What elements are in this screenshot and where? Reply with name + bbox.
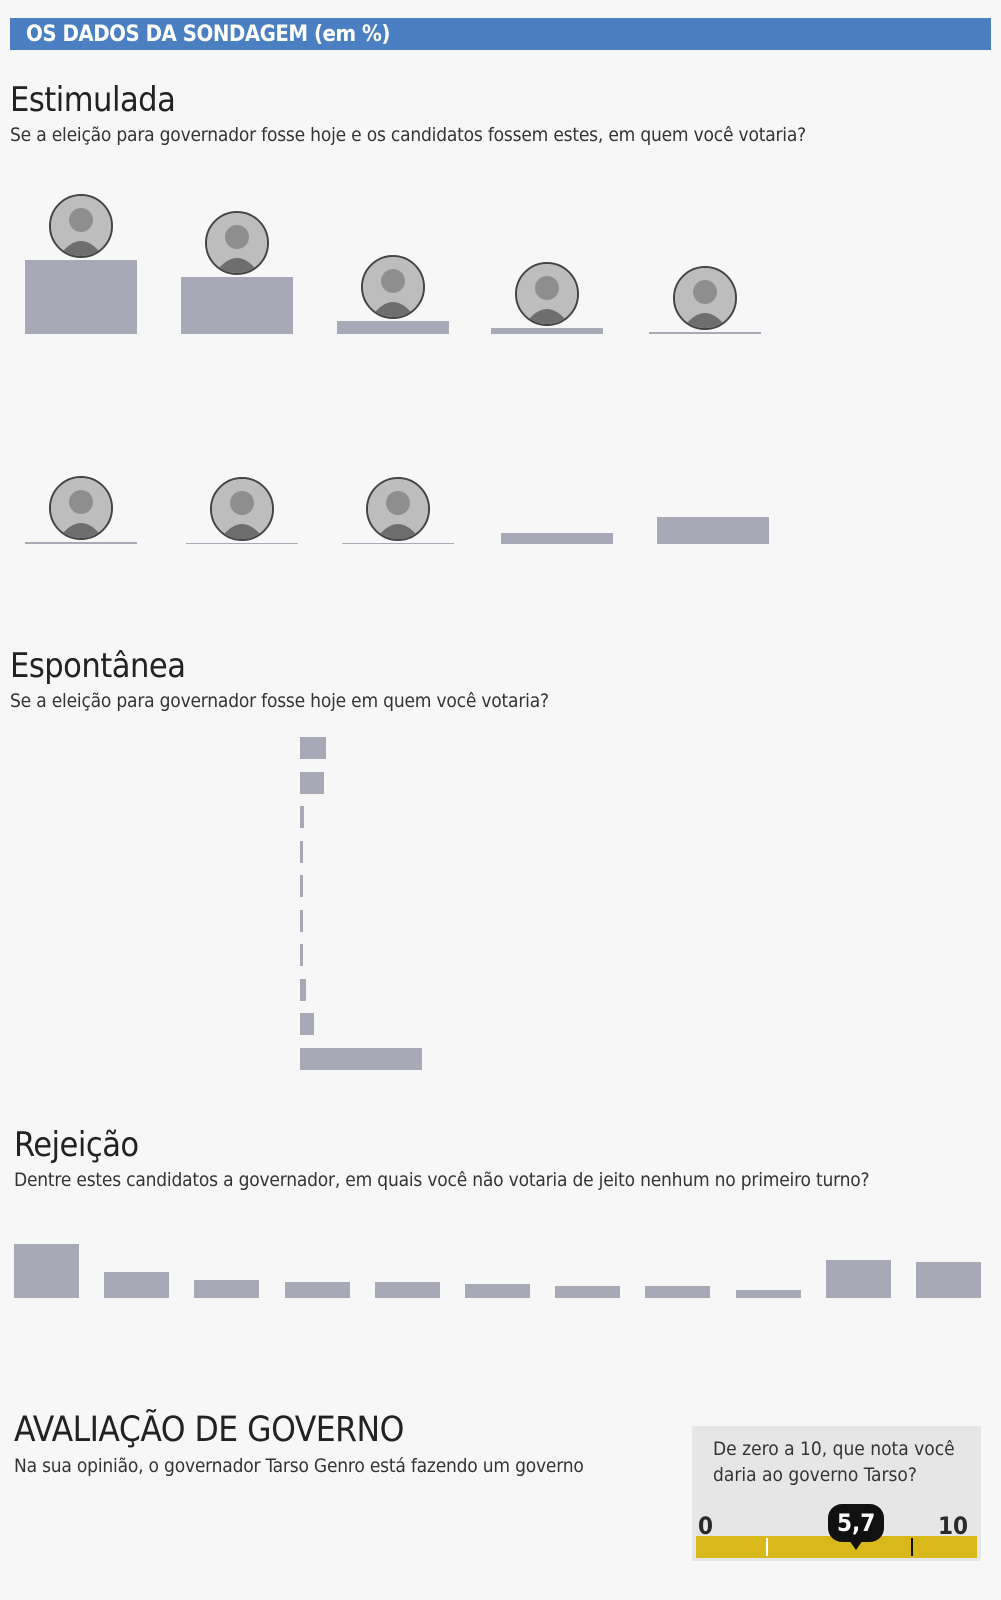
estimulada-bar — [657, 517, 769, 544]
nota-tick-dark — [911, 1538, 913, 1556]
estimulada-bar — [186, 542, 298, 544]
espontanea-bar — [300, 944, 303, 966]
candidate-photo — [210, 476, 274, 541]
candidate-photo — [205, 211, 269, 275]
estimulada-bar — [501, 532, 613, 544]
nota-tick-white — [766, 1538, 768, 1556]
nota-min-label: 0 — [698, 1512, 714, 1540]
espontanea-question: Se a eleição para governador fosse hoje … — [10, 690, 549, 712]
nota-value-bubble: 5,7 — [828, 1504, 885, 1542]
espontanea-bar — [300, 978, 306, 1001]
rejeicao-bar — [735, 1290, 801, 1298]
candidate-photo — [366, 476, 430, 541]
rejeicao-bar — [465, 1284, 530, 1298]
espontanea-bar — [300, 806, 304, 828]
rejeicao-bar — [14, 1244, 79, 1298]
estimulada-bar — [337, 320, 449, 334]
avaliacao-question: Na sua opinião, o governador Tarso Genro… — [14, 1455, 584, 1477]
rejeicao-bar — [825, 1260, 891, 1298]
espontanea-bar — [300, 909, 303, 932]
rejeicao-question: Dentre estes candidatos a governador, em… — [14, 1169, 870, 1191]
candidate-photo — [49, 193, 113, 258]
estimulada-bar — [25, 542, 137, 544]
rejeicao-bar — [374, 1282, 440, 1298]
candidate-photo — [49, 476, 113, 541]
espontanea-bar — [300, 1047, 422, 1070]
espontanea-bar — [300, 875, 303, 897]
nota-value-pointer — [849, 1540, 864, 1550]
estimulada-bar — [649, 332, 761, 334]
estimulada-question: Se a eleição para governador fosse hoje … — [10, 124, 806, 146]
avaliacao-title: AVALIAÇÃO DE GOVERNO — [14, 1410, 404, 1450]
espontanea-bar — [300, 840, 303, 863]
espontanea-title: Espontânea — [10, 646, 186, 686]
estimulada-bar — [491, 328, 603, 334]
rejeicao-bar — [194, 1280, 260, 1298]
espontanea-bar — [300, 737, 326, 759]
rejeicao-bar — [104, 1272, 170, 1298]
rejeicao-bar — [555, 1286, 621, 1298]
candidate-photo — [673, 266, 737, 331]
header-banner: OS DADOS DA SONDAGEM (em %) — [10, 18, 991, 50]
estimulada-bar — [342, 542, 454, 544]
candidate-photo — [515, 262, 579, 327]
nota-box: De zero a 10, que nota você daria ao gov… — [692, 1426, 981, 1561]
estimulada-bar — [25, 259, 137, 334]
rejeicao-bar — [645, 1286, 711, 1298]
rejeicao-bar — [916, 1262, 981, 1298]
rejeicao-bar — [284, 1282, 350, 1298]
nota-question-line-2: daria ao governo Tarso? — [713, 1464, 917, 1486]
rejeicao-title: Rejeição — [14, 1125, 139, 1165]
espontanea-bar — [300, 771, 324, 794]
candidate-photo — [361, 254, 425, 319]
espontanea-bar — [300, 1013, 314, 1035]
estimulada-title: Estimulada — [10, 80, 176, 120]
estimulada-bar — [181, 277, 293, 334]
nota-question-line-1: De zero a 10, que nota você — [713, 1438, 955, 1460]
nota-max-label: 10 — [938, 1512, 969, 1540]
